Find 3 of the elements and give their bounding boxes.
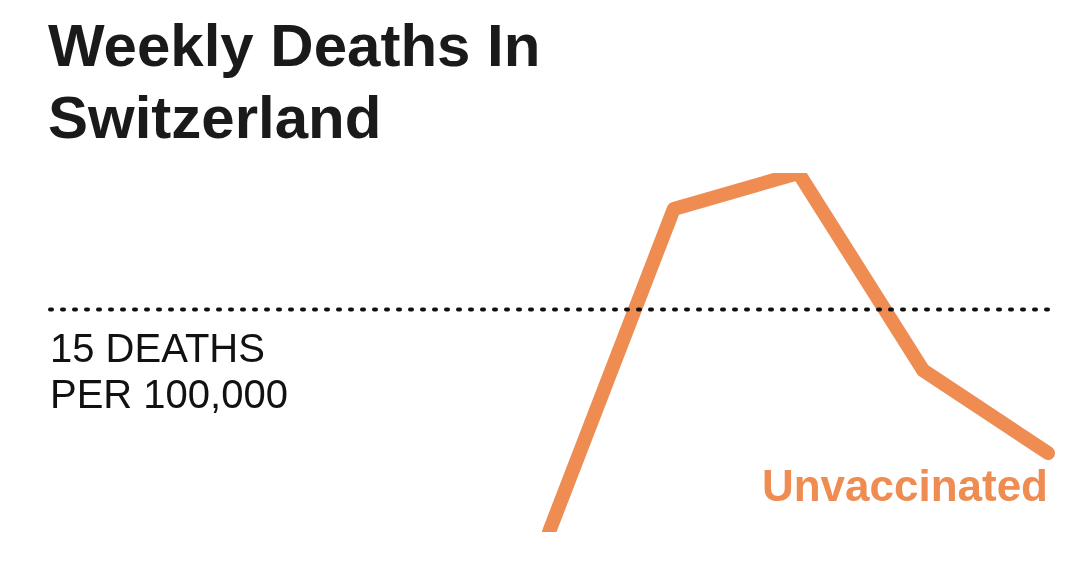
series-label: Unvaccinated (761, 461, 1048, 511)
chart-title: Weekly Deaths In Switzerland (48, 11, 542, 153)
ref-line-label: 15 DEATHS PER 100,000 (50, 326, 288, 417)
